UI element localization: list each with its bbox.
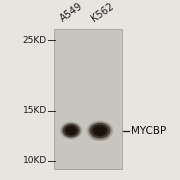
Text: K562: K562 (89, 1, 116, 23)
Text: 15KD: 15KD (22, 107, 47, 116)
Text: A549: A549 (58, 1, 84, 23)
Ellipse shape (88, 122, 112, 139)
Ellipse shape (90, 123, 110, 138)
Ellipse shape (92, 125, 108, 136)
Ellipse shape (86, 121, 113, 140)
Ellipse shape (61, 123, 81, 138)
Text: MYCBP: MYCBP (131, 125, 167, 136)
Ellipse shape (91, 135, 109, 141)
Bar (54, 29, 122, 169)
Ellipse shape (63, 124, 80, 137)
Text: 10KD: 10KD (22, 156, 47, 165)
Ellipse shape (67, 127, 75, 134)
Ellipse shape (65, 125, 78, 136)
Text: 25KD: 25KD (23, 35, 47, 44)
Ellipse shape (60, 122, 82, 140)
Ellipse shape (95, 127, 105, 134)
